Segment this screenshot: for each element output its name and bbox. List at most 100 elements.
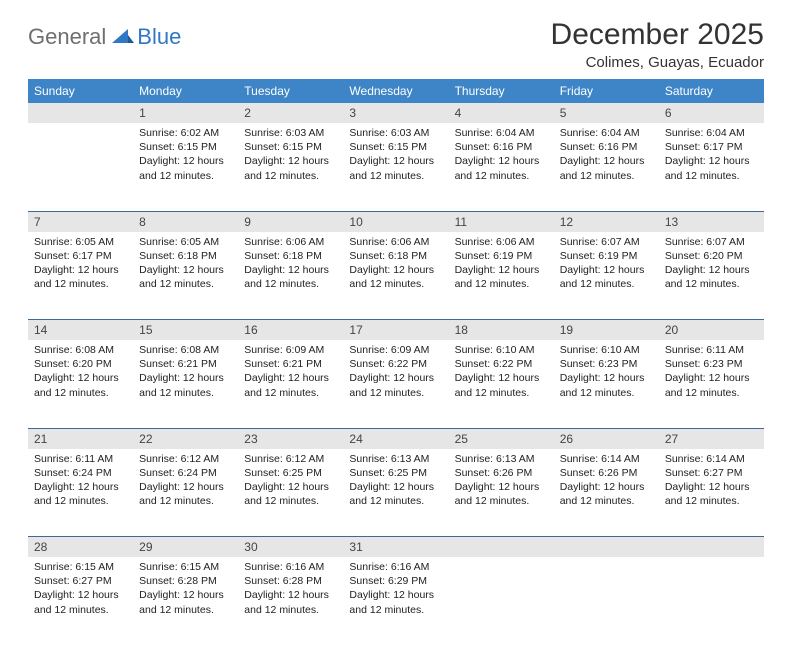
sunrise-line: Sunrise: 6:13 AM — [455, 452, 548, 466]
day-cell: Sunrise: 6:11 AMSunset: 6:23 PMDaylight:… — [659, 340, 764, 428]
sunset-line: Sunset: 6:24 PM — [139, 466, 232, 480]
weekday-header: Monday — [133, 79, 238, 103]
day-number-cell: 14 — [28, 320, 133, 341]
day-number-cell: 22 — [133, 428, 238, 449]
sunset-line: Sunset: 6:15 PM — [349, 140, 442, 154]
sunrise-line: Sunrise: 6:05 AM — [139, 235, 232, 249]
weekday-header: Friday — [554, 79, 659, 103]
sunset-line: Sunset: 6:21 PM — [139, 357, 232, 371]
day-cell — [554, 557, 659, 645]
sunrise-line: Sunrise: 6:04 AM — [665, 126, 758, 140]
sunset-line: Sunset: 6:24 PM — [34, 466, 127, 480]
day-details: Sunrise: 6:03 AMSunset: 6:15 PMDaylight:… — [238, 123, 343, 189]
calendar-table: Sunday Monday Tuesday Wednesday Thursday… — [28, 79, 764, 645]
day-content-row: Sunrise: 6:08 AMSunset: 6:20 PMDaylight:… — [28, 340, 764, 428]
day-cell: Sunrise: 6:06 AMSunset: 6:18 PMDaylight:… — [343, 232, 448, 320]
sunrise-line: Sunrise: 6:12 AM — [244, 452, 337, 466]
day-number-cell: 27 — [659, 428, 764, 449]
daylight-line: Daylight: 12 hours and 12 minutes. — [560, 371, 653, 399]
day-cell: Sunrise: 6:02 AMSunset: 6:15 PMDaylight:… — [133, 123, 238, 211]
daylight-line: Daylight: 12 hours and 12 minutes. — [34, 480, 127, 508]
day-number-row: 28293031 — [28, 537, 764, 558]
daylight-line: Daylight: 12 hours and 12 minutes. — [244, 263, 337, 291]
day-number-cell: 2 — [238, 103, 343, 123]
sunset-line: Sunset: 6:18 PM — [244, 249, 337, 263]
day-number-cell: 12 — [554, 211, 659, 232]
day-number-cell: 16 — [238, 320, 343, 341]
sunset-line: Sunset: 6:15 PM — [244, 140, 337, 154]
sunset-line: Sunset: 6:17 PM — [34, 249, 127, 263]
sunrise-line: Sunrise: 6:05 AM — [34, 235, 127, 249]
sunset-line: Sunset: 6:18 PM — [139, 249, 232, 263]
day-number-cell: 24 — [343, 428, 448, 449]
day-details: Sunrise: 6:09 AMSunset: 6:21 PMDaylight:… — [238, 340, 343, 406]
day-cell: Sunrise: 6:05 AMSunset: 6:18 PMDaylight:… — [133, 232, 238, 320]
sunrise-line: Sunrise: 6:06 AM — [349, 235, 442, 249]
day-number-row: 21222324252627 — [28, 428, 764, 449]
brand-triangle-icon — [112, 26, 134, 49]
sunset-line: Sunset: 6:28 PM — [139, 574, 232, 588]
sunset-line: Sunset: 6:16 PM — [455, 140, 548, 154]
day-cell: Sunrise: 6:12 AMSunset: 6:25 PMDaylight:… — [238, 449, 343, 537]
day-number-cell: 7 — [28, 211, 133, 232]
day-number-cell: 23 — [238, 428, 343, 449]
sunrise-line: Sunrise: 6:14 AM — [560, 452, 653, 466]
day-number-cell: 17 — [343, 320, 448, 341]
sunrise-line: Sunrise: 6:04 AM — [560, 126, 653, 140]
sunset-line: Sunset: 6:26 PM — [455, 466, 548, 480]
sunrise-line: Sunrise: 6:09 AM — [244, 343, 337, 357]
sunset-line: Sunset: 6:21 PM — [244, 357, 337, 371]
daylight-line: Daylight: 12 hours and 12 minutes. — [455, 263, 548, 291]
sunset-line: Sunset: 6:18 PM — [349, 249, 442, 263]
day-details: Sunrise: 6:15 AMSunset: 6:27 PMDaylight:… — [28, 557, 133, 623]
day-cell: Sunrise: 6:04 AMSunset: 6:16 PMDaylight:… — [554, 123, 659, 211]
day-number-cell: 29 — [133, 537, 238, 558]
day-details: Sunrise: 6:15 AMSunset: 6:28 PMDaylight:… — [133, 557, 238, 623]
day-number-cell: 28 — [28, 537, 133, 558]
day-number-cell: 10 — [343, 211, 448, 232]
day-details: Sunrise: 6:13 AMSunset: 6:25 PMDaylight:… — [343, 449, 448, 515]
sunrise-line: Sunrise: 6:03 AM — [349, 126, 442, 140]
day-content-row: Sunrise: 6:02 AMSunset: 6:15 PMDaylight:… — [28, 123, 764, 211]
sunset-line: Sunset: 6:23 PM — [560, 357, 653, 371]
day-cell: Sunrise: 6:15 AMSunset: 6:28 PMDaylight:… — [133, 557, 238, 645]
day-cell: Sunrise: 6:13 AMSunset: 6:26 PMDaylight:… — [449, 449, 554, 537]
calendar-body: 123456Sunrise: 6:02 AMSunset: 6:15 PMDay… — [28, 103, 764, 645]
day-cell: Sunrise: 6:10 AMSunset: 6:22 PMDaylight:… — [449, 340, 554, 428]
sunrise-line: Sunrise: 6:16 AM — [349, 560, 442, 574]
day-cell: Sunrise: 6:14 AMSunset: 6:26 PMDaylight:… — [554, 449, 659, 537]
daylight-line: Daylight: 12 hours and 12 minutes. — [349, 371, 442, 399]
sunset-line: Sunset: 6:25 PM — [244, 466, 337, 480]
sunset-line: Sunset: 6:26 PM — [560, 466, 653, 480]
day-cell: Sunrise: 6:13 AMSunset: 6:25 PMDaylight:… — [343, 449, 448, 537]
day-details: Sunrise: 6:07 AMSunset: 6:20 PMDaylight:… — [659, 232, 764, 298]
day-number-cell: 18 — [449, 320, 554, 341]
brand-logo: General Blue — [28, 18, 181, 50]
daylight-line: Daylight: 12 hours and 12 minutes. — [139, 263, 232, 291]
daylight-line: Daylight: 12 hours and 12 minutes. — [455, 371, 548, 399]
sunset-line: Sunset: 6:29 PM — [349, 574, 442, 588]
day-number-row: 14151617181920 — [28, 320, 764, 341]
weekday-header: Wednesday — [343, 79, 448, 103]
day-number-cell — [28, 103, 133, 123]
daylight-line: Daylight: 12 hours and 12 minutes. — [665, 480, 758, 508]
location: Colimes, Guayas, Ecuador — [551, 54, 764, 71]
day-cell — [28, 123, 133, 211]
day-details: Sunrise: 6:11 AMSunset: 6:23 PMDaylight:… — [659, 340, 764, 406]
daylight-line: Daylight: 12 hours and 12 minutes. — [139, 154, 232, 182]
day-details: Sunrise: 6:10 AMSunset: 6:22 PMDaylight:… — [449, 340, 554, 406]
day-details: Sunrise: 6:04 AMSunset: 6:16 PMDaylight:… — [449, 123, 554, 189]
day-details: Sunrise: 6:06 AMSunset: 6:18 PMDaylight:… — [343, 232, 448, 298]
day-cell: Sunrise: 6:15 AMSunset: 6:27 PMDaylight:… — [28, 557, 133, 645]
day-number-cell: 26 — [554, 428, 659, 449]
sunset-line: Sunset: 6:28 PM — [244, 574, 337, 588]
day-cell: Sunrise: 6:06 AMSunset: 6:19 PMDaylight:… — [449, 232, 554, 320]
day-content-row: Sunrise: 6:15 AMSunset: 6:27 PMDaylight:… — [28, 557, 764, 645]
daylight-line: Daylight: 12 hours and 12 minutes. — [34, 263, 127, 291]
day-details: Sunrise: 6:05 AMSunset: 6:18 PMDaylight:… — [133, 232, 238, 298]
sunset-line: Sunset: 6:20 PM — [34, 357, 127, 371]
day-details: Sunrise: 6:06 AMSunset: 6:19 PMDaylight:… — [449, 232, 554, 298]
sunrise-line: Sunrise: 6:03 AM — [244, 126, 337, 140]
day-number-cell: 13 — [659, 211, 764, 232]
brand-part2: Blue — [137, 24, 181, 50]
